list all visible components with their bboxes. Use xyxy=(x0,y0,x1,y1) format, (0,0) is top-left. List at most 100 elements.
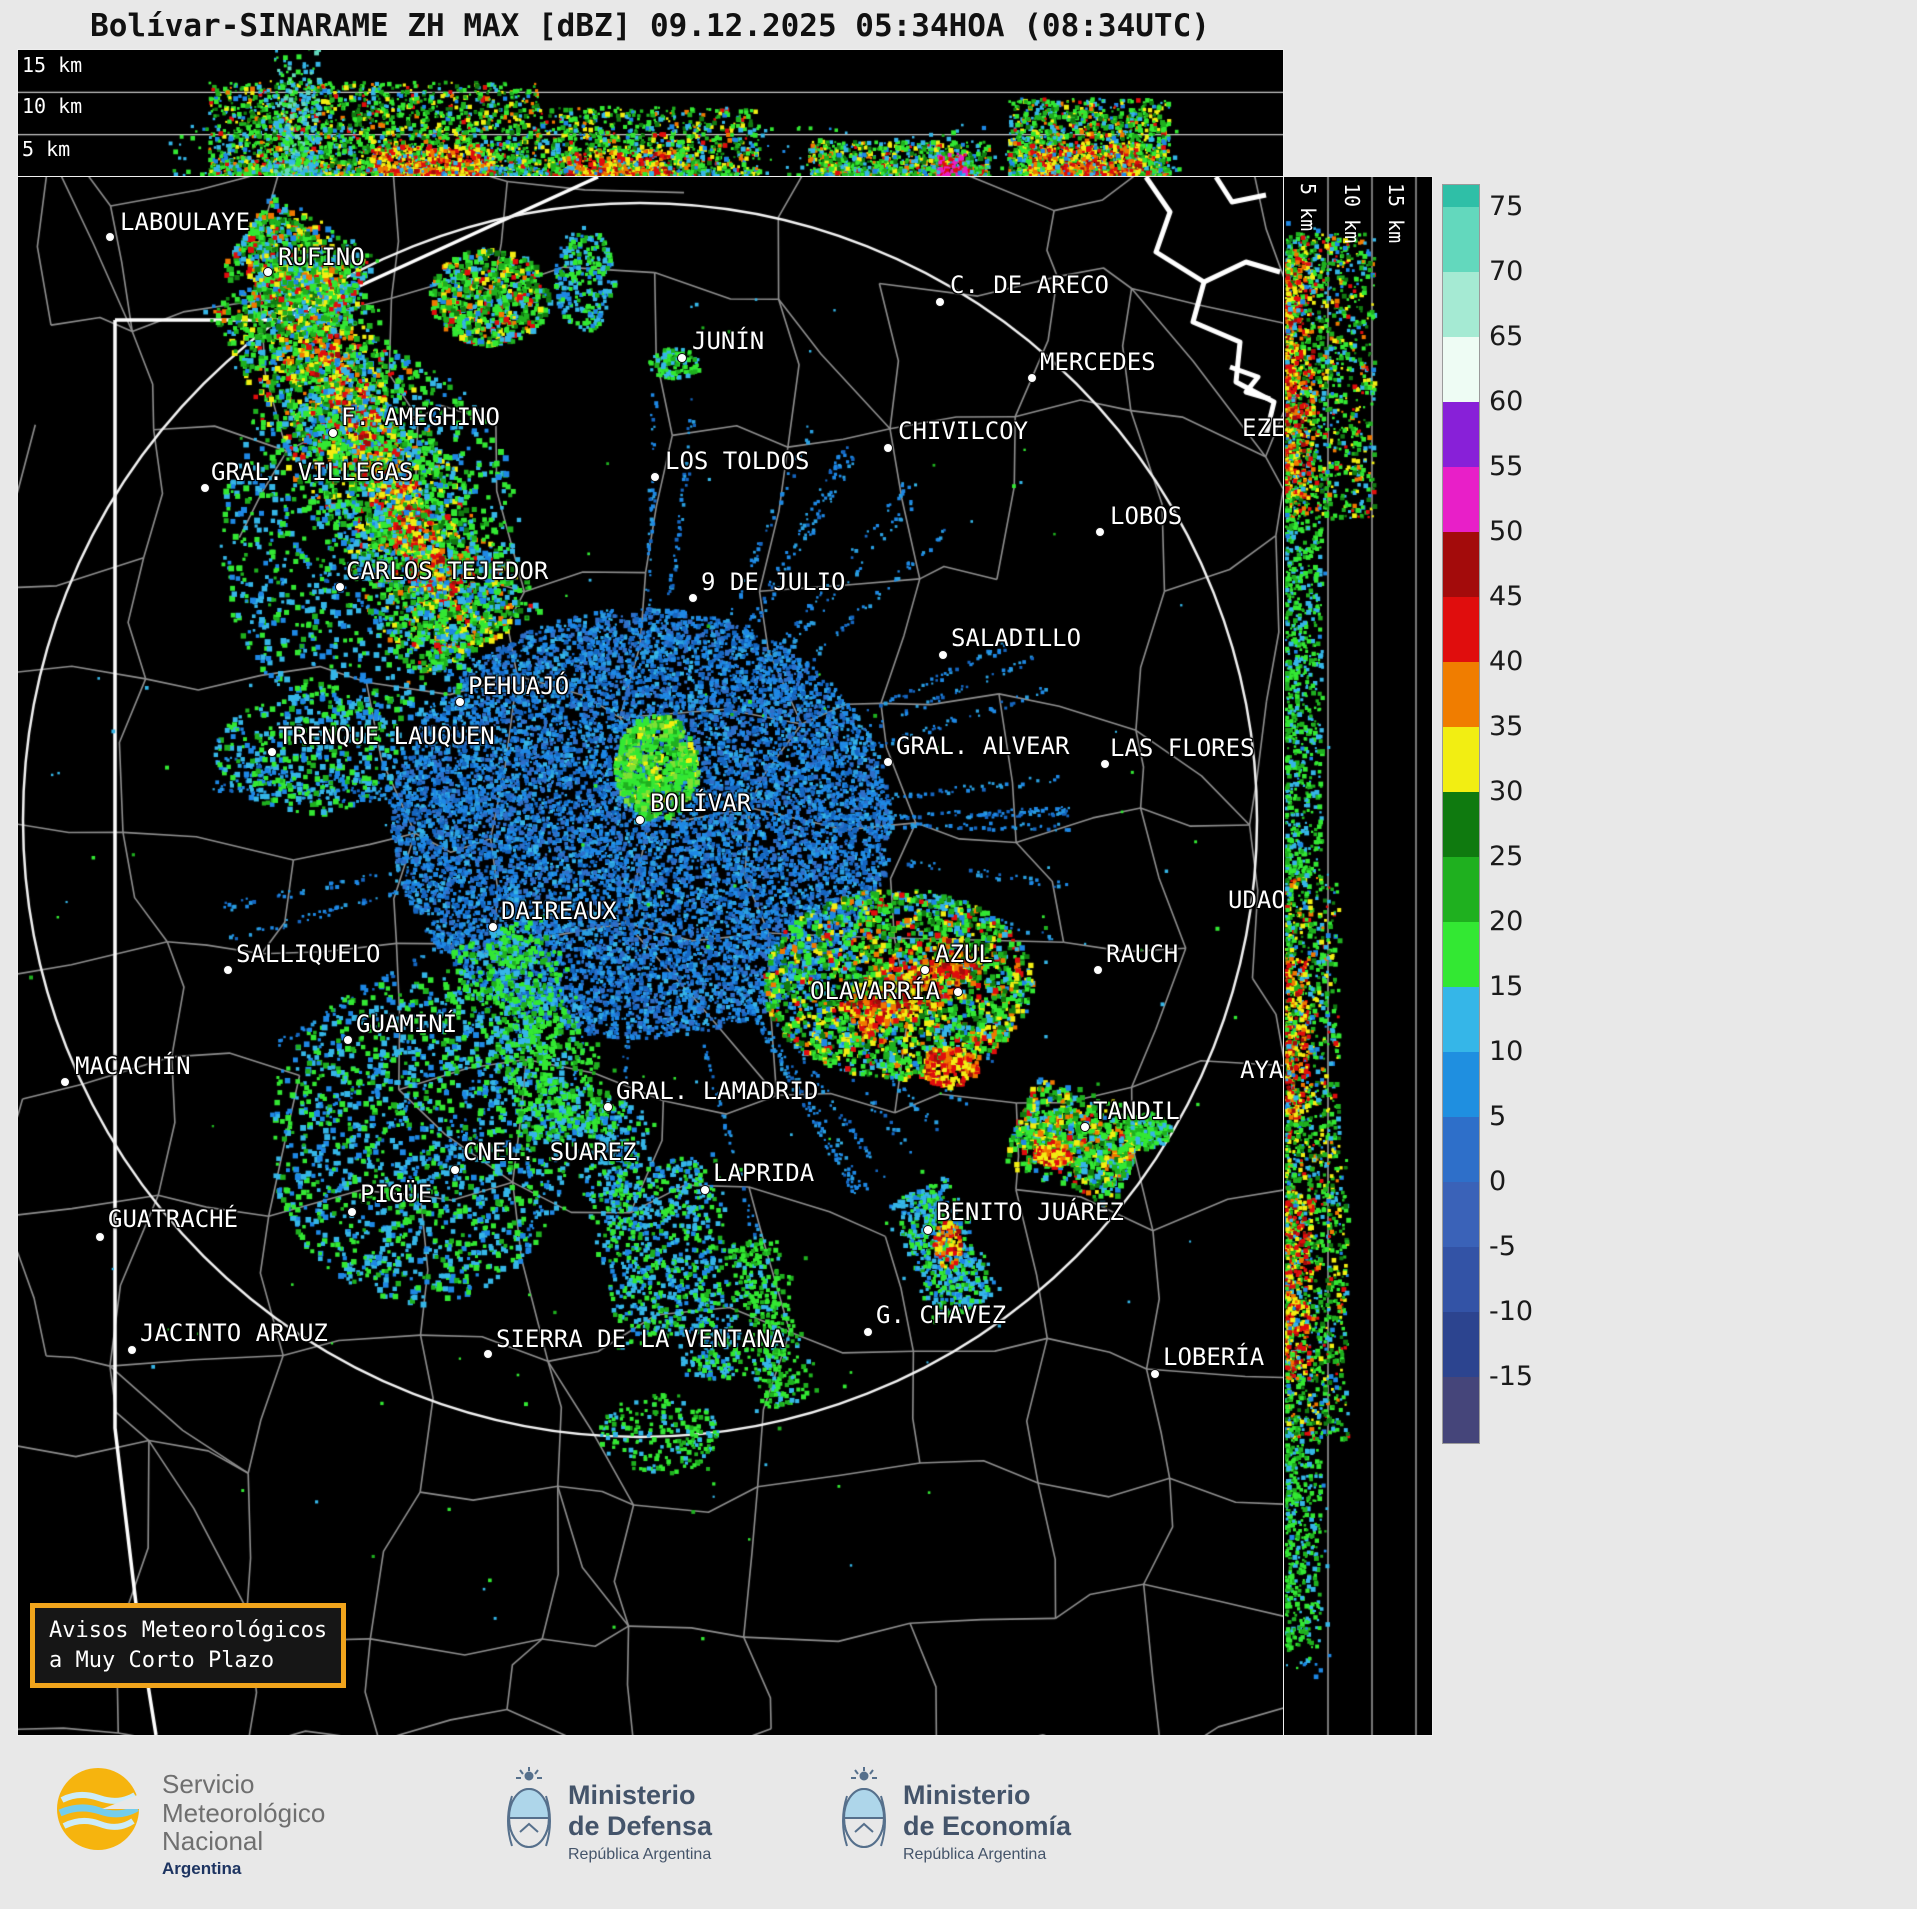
city-dot xyxy=(1095,527,1105,537)
colorbar-tick: 15 xyxy=(1489,971,1524,1002)
city-label: LABOULAYE xyxy=(120,208,251,236)
city-dot xyxy=(200,483,210,493)
city-label: RUFINO xyxy=(278,243,365,271)
smn-logo-icon xyxy=(57,1768,140,1850)
warning-notice-line1: Avisos Meteorológicos xyxy=(49,1618,328,1643)
colorbar-segment xyxy=(1443,662,1479,727)
side-cross-section-canvas xyxy=(1284,177,1432,1735)
colorbar-tick: 5 xyxy=(1489,1101,1507,1132)
city-label: LAS FLORES xyxy=(1110,734,1255,762)
city-label: GUATRACHÉ xyxy=(108,1205,239,1233)
city-label: MACACHÍN xyxy=(75,1052,191,1080)
colorbar-tick: 55 xyxy=(1489,451,1524,482)
colorbar-segment xyxy=(1443,1312,1479,1377)
city-dot xyxy=(677,353,687,363)
city-dot xyxy=(127,1345,137,1355)
city-dot xyxy=(328,428,338,438)
city-dot xyxy=(223,965,233,975)
colorbar-tick: 25 xyxy=(1489,841,1524,872)
colorbar-tick: 10 xyxy=(1489,1036,1524,1067)
top-profile-label-10km: 10 km xyxy=(22,94,83,118)
colorbar-segment xyxy=(1443,1377,1479,1443)
city-dot xyxy=(1080,1122,1090,1132)
city-label: TRENQUE LAUQUEN xyxy=(278,722,495,750)
top-profile-label-15km: 15 km xyxy=(22,53,83,77)
colorbar-segment xyxy=(1443,1052,1479,1117)
city-label: LOBOS xyxy=(1110,502,1183,530)
colorbar-tick: 30 xyxy=(1489,776,1524,807)
city-dot xyxy=(863,1327,873,1337)
city-dot xyxy=(1027,373,1037,383)
city-label: GRAL. ALVEAR xyxy=(896,732,1070,760)
city-label: TANDIL xyxy=(1093,1097,1180,1125)
city-dot xyxy=(650,472,660,482)
colorbar-tick: 0 xyxy=(1489,1166,1507,1197)
economia-line3: República Argentina xyxy=(903,1846,1047,1864)
colorbar-segment xyxy=(1443,1117,1479,1182)
colorbar-segment xyxy=(1443,185,1479,207)
colorbar-tick: 20 xyxy=(1489,906,1524,937)
city-dot xyxy=(923,1225,933,1235)
city-label: CARLOS TEJEDOR xyxy=(346,557,549,585)
city-label: GUAMINÍ xyxy=(356,1010,458,1038)
smn-line2: Meteorológico xyxy=(162,1797,326,1828)
city-label: JACINTO ARAUZ xyxy=(140,1319,328,1347)
city-label: AZUL xyxy=(935,940,993,968)
smn-wordmark: Servicio Meteorológico Nacional Argentin… xyxy=(162,1770,325,1878)
colorbar-segment xyxy=(1443,207,1479,272)
colorbar-tick: 35 xyxy=(1489,711,1524,742)
city-label: PEHUAJÓ xyxy=(468,672,570,700)
colorbar-segment xyxy=(1443,597,1479,662)
footer: Servicio Meteorológico Nacional Argentin… xyxy=(0,1736,1917,1909)
top-cross-section-panel: 15 km 10 km 5 km xyxy=(17,49,1284,178)
economia-line1: Ministerio xyxy=(903,1780,1031,1810)
city-dot xyxy=(450,1165,460,1175)
colorbar-segment xyxy=(1443,792,1479,857)
city-label: SALLIQUELO xyxy=(236,940,381,968)
colorbar-segment xyxy=(1443,272,1479,337)
city-dot xyxy=(267,747,277,757)
city-label: CHIVILCOY xyxy=(898,417,1029,445)
city-dot xyxy=(60,1077,70,1087)
defensa-coat-of-arms-icon xyxy=(507,1767,551,1848)
warning-notice-line2: a Muy Corto Plazo xyxy=(49,1647,275,1673)
side-profile-label-5km: 5 km xyxy=(1296,183,1320,232)
city-label: JUNÍN xyxy=(692,327,765,355)
colorbar-segment xyxy=(1443,857,1479,922)
colorbar-segment xyxy=(1443,727,1479,792)
city-label: G. CHAVEZ xyxy=(876,1301,1007,1329)
radar-map-canvas xyxy=(18,177,1283,1735)
city-label: SIERRA DE LA VENTANA xyxy=(496,1325,785,1353)
smn-line3: Nacional xyxy=(162,1826,264,1857)
city-dot xyxy=(343,1035,353,1045)
colorbar-segment xyxy=(1443,402,1479,467)
city-dot xyxy=(883,443,893,453)
ministerio-defensa-wordmark: Ministerio de Defensa República Argentin… xyxy=(568,1780,712,1864)
city-label: LAPRIDA xyxy=(713,1159,815,1187)
defensa-line1: Ministerio xyxy=(568,1780,696,1810)
city-label: LOBERÍA xyxy=(1163,1343,1265,1371)
city-dot xyxy=(603,1102,613,1112)
city-dot xyxy=(938,650,948,660)
city-label: OLAVARRÍA xyxy=(810,977,941,1005)
colorbar-segment xyxy=(1443,337,1479,402)
city-dot xyxy=(1100,759,1110,769)
city-dot xyxy=(455,697,465,707)
ministerio-economia-wordmark: Ministerio de Economía República Argenti… xyxy=(903,1780,1071,1864)
city-dot xyxy=(688,593,698,603)
city-dot xyxy=(700,1185,710,1195)
colorbar-tick: 45 xyxy=(1489,581,1524,612)
dbz-colorbar xyxy=(1442,184,1480,1444)
city-dot xyxy=(263,267,273,277)
colorbar-segment xyxy=(1443,922,1479,987)
city-label: PIGÜE xyxy=(360,1180,433,1208)
colorbar-tick: 50 xyxy=(1489,516,1524,547)
top-profile-label-5km: 5 km xyxy=(22,137,71,161)
city-dot xyxy=(935,297,945,307)
city-dot xyxy=(953,987,963,997)
colorbar-tick: -10 xyxy=(1489,1296,1534,1327)
city-dot xyxy=(1150,1369,1160,1379)
page-title: Bolívar-SINARAME ZH MAX [dBZ] 09.12.2025… xyxy=(90,8,1210,44)
defensa-line2: de Defensa xyxy=(568,1811,713,1842)
